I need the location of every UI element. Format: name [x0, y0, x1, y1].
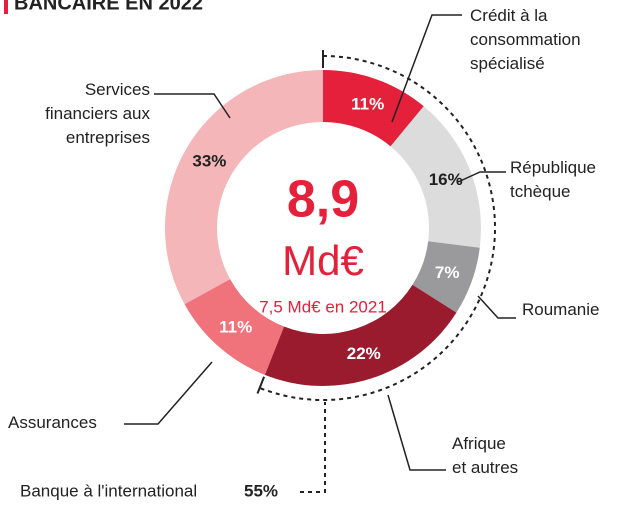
donut-segment	[412, 241, 480, 313]
value-label: 33%	[192, 151, 226, 170]
donut-segment	[184, 279, 284, 375]
value-label: 11%	[219, 317, 252, 336]
group-arc-end	[256, 376, 266, 394]
category-label: Roumanie	[522, 300, 600, 319]
donut-segment	[264, 284, 457, 386]
group-label: Banque à l'international	[20, 481, 197, 500]
chart-title: BANCAIRE EN 2022	[14, 0, 203, 14]
group-connector	[300, 402, 326, 493]
value-label: 22%	[347, 344, 381, 363]
category-label: Crédit à la consommation spécialisé	[470, 6, 581, 73]
category-label: Afrique et autres	[452, 434, 519, 477]
value-label: 16%	[429, 170, 463, 189]
leader-line	[154, 93, 231, 119]
center-value: 8,9	[287, 171, 359, 229]
value-label: 7%	[435, 263, 460, 282]
group-value: 55%	[244, 481, 278, 500]
value-label: 11%	[351, 94, 384, 113]
leader-line	[457, 171, 506, 183]
category-label: Assurances	[8, 413, 97, 432]
leader-line	[477, 295, 516, 319]
title-bar	[4, 0, 8, 14]
leader-line	[387, 394, 446, 471]
category-label: Services financiers aux entreprises	[45, 80, 150, 147]
donut-segment	[390, 106, 481, 248]
donut-segment	[323, 70, 424, 147]
leader-line	[124, 361, 213, 425]
donut-segment	[165, 70, 323, 305]
category-label: République tchèque	[510, 158, 597, 201]
leader-line	[391, 14, 462, 123]
center-note: 7,5 Md€ en 2021	[259, 297, 387, 316]
center-unit: Md€	[282, 237, 364, 284]
